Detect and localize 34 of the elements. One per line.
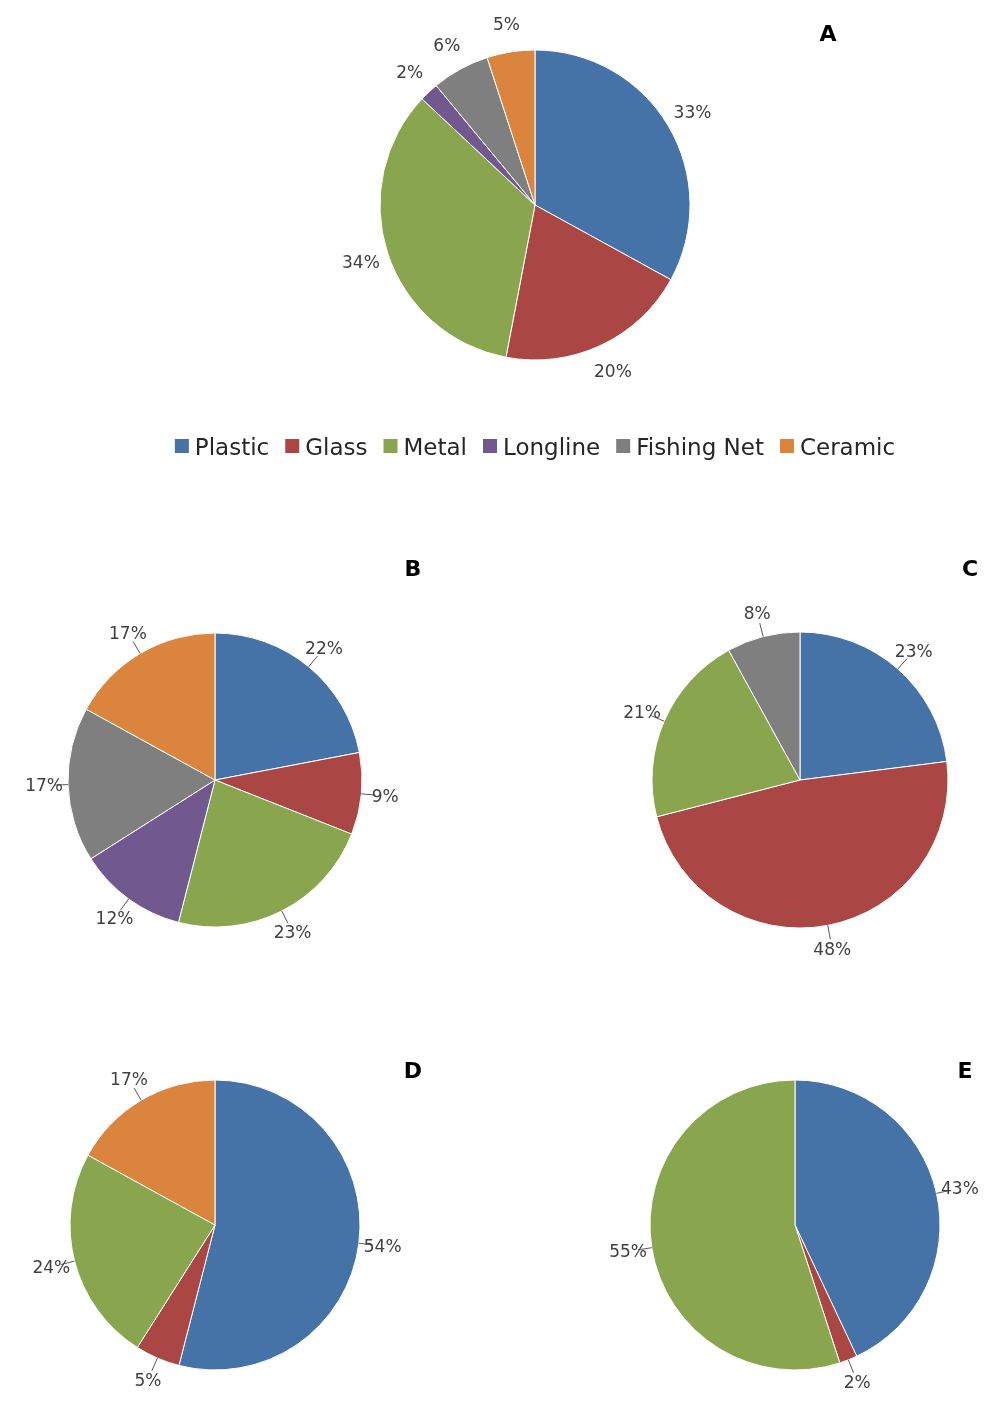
legend-label: Fishing Net [636,434,764,461]
legend-label: Longline [503,434,601,461]
data-label: 21% [623,701,662,722]
data-label: 34% [342,251,380,272]
chart-title: B [404,555,422,581]
data-label: 33% [673,101,712,122]
data-label: 43% [941,1178,979,1199]
data-label: 6% [433,34,461,55]
legend-label: Glass [305,434,368,461]
legend-label: Plastic [194,434,270,461]
data-label: 24% [32,1256,71,1277]
data-label: 9% [371,786,399,807]
chart-title: A [819,20,837,46]
data-label: 5% [492,14,520,35]
legend-label: Metal [403,434,468,461]
data-label: 23% [894,640,933,661]
chart-title: D [403,1057,423,1083]
data-label: 12% [95,908,134,929]
data-label: 2% [396,61,424,82]
data-label: 2% [843,1372,871,1393]
data-label: 54% [363,1236,402,1257]
chart-title: E [957,1057,973,1083]
data-label: 17% [109,622,147,643]
data-label: 22% [305,638,343,659]
data-label: 17% [110,1069,148,1090]
data-label: 8% [743,603,771,624]
data-label: 20% [594,360,632,381]
data-label: 55% [609,1241,647,1262]
data-label: 17% [25,775,63,796]
data-label: 23% [273,922,312,943]
data-label: 48% [813,938,852,959]
legend-label: Ceramic [799,434,896,461]
chart-title: C [961,555,979,581]
data-label: 5% [134,1370,162,1391]
